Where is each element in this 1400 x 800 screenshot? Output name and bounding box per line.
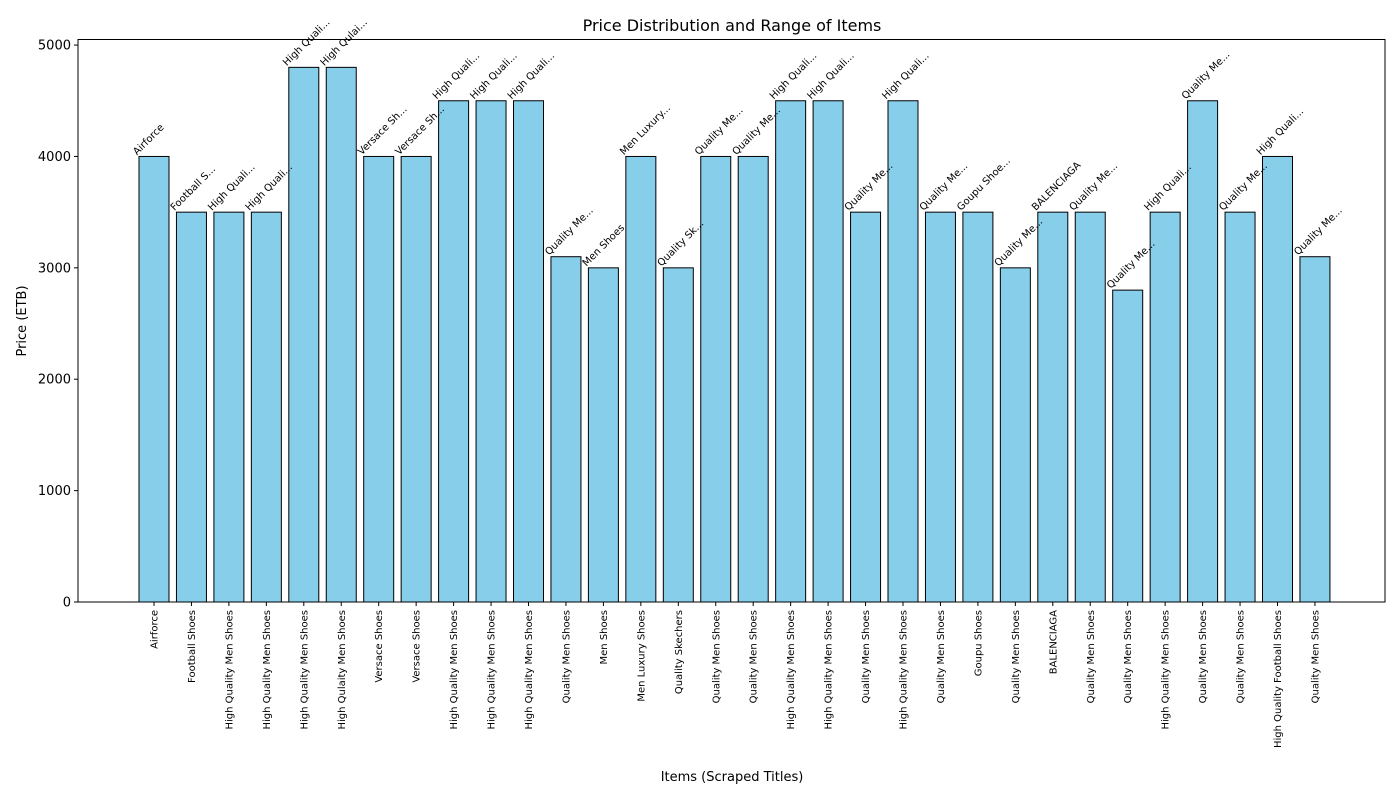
y-tick-label: 3000 — [38, 261, 71, 276]
bar — [213, 211, 245, 603]
bar — [1224, 211, 1256, 603]
bars-layer — [138, 66, 1331, 603]
bar-value-label: Airforce — [131, 122, 166, 157]
plot-frame — [77, 39, 1386, 603]
x-tick-label: High Quality Men Shoes — [224, 610, 235, 730]
bar — [513, 100, 544, 603]
x-tick-label: Versace Shoes — [412, 610, 423, 683]
bar — [1037, 211, 1069, 603]
y-tick-label: 0 — [63, 596, 71, 611]
bar — [850, 211, 882, 603]
x-tick-label: Quality Men Shoes — [749, 610, 760, 703]
bar — [587, 267, 619, 603]
bar — [924, 211, 956, 603]
x-axis: Airforce Football Shoes High Quality Men S… — [150, 602, 1321, 748]
x-tick-label: Quality Men Shoes — [1198, 610, 1209, 703]
x-tick-label: Quality Men Shoes — [1236, 610, 1247, 703]
y-tick-label: 2000 — [38, 373, 71, 388]
bar — [175, 211, 207, 603]
bar — [1187, 100, 1219, 603]
x-tick-label: Football Shoes — [187, 610, 198, 683]
bar — [700, 155, 732, 603]
bar — [363, 155, 395, 603]
y-axis: 0 1000 2000 3000 4000 5000 — [38, 39, 78, 611]
bar — [625, 155, 657, 603]
chart-title: Price Distribution and Range of Items — [583, 16, 882, 35]
bar — [250, 211, 282, 603]
x-tick-label: High Quality Men Shoes — [449, 610, 460, 730]
x-tick-label: Quality Men Shoes — [1123, 610, 1134, 703]
x-tick-label: Quality Men Shoes — [1011, 610, 1022, 703]
bar — [737, 155, 769, 603]
bar — [812, 100, 844, 603]
bar — [550, 256, 582, 603]
x-tick-label: High Quality Men Shoes — [299, 610, 310, 730]
x-tick-label: Quality Men Shoes — [1310, 610, 1321, 703]
x-tick-label: High Quality Men Shoes — [1161, 610, 1172, 730]
bar — [288, 66, 320, 603]
y-tick-label: 4000 — [38, 150, 71, 165]
bar — [475, 100, 507, 603]
x-tick-label: Quality Men Shoes — [561, 610, 572, 703]
x-tick-label: Men Luxury Shoes — [636, 610, 647, 702]
bar-value-label: Men Shoes — [581, 223, 627, 269]
x-tick-label: Quality Men Shoes — [1086, 610, 1097, 703]
bar — [1149, 211, 1181, 603]
bar-value-label: High Quali... — [880, 51, 931, 102]
bar — [887, 100, 919, 603]
bar-value-label: Men Luxury... — [618, 103, 673, 158]
bar-value-label: Quality Sk... — [656, 218, 707, 269]
x-tick-label: Quality Skechers — [674, 610, 685, 694]
bar — [1112, 289, 1144, 603]
bar — [662, 267, 694, 603]
bar-value-label: Quality Me... — [1292, 205, 1344, 257]
x-tick-label: Quality Men Shoes — [936, 610, 947, 703]
bar-value-label: Quality Me... — [543, 205, 595, 257]
bar — [775, 100, 807, 603]
x-tick-label: Airforce — [150, 610, 161, 649]
bar — [138, 155, 170, 603]
x-tick-label: High Quality Men Shoes — [899, 610, 910, 730]
bar — [325, 66, 357, 603]
bar — [1262, 155, 1293, 603]
y-tick-label: 5000 — [38, 39, 71, 54]
bar — [1299, 256, 1331, 603]
x-tick-label: BALENCIAGA — [1048, 610, 1059, 674]
bar-value-label: High Quali... — [1255, 106, 1306, 157]
bar-value-label: High Quali... — [1142, 162, 1193, 213]
x-tick-label: Men Shoes — [599, 610, 610, 664]
x-tick-label: High Quality Men Shoes — [262, 610, 273, 730]
y-tick-label: 1000 — [38, 484, 71, 499]
x-tick-label: High Quality Football Shoes — [1273, 610, 1284, 748]
bar — [438, 100, 470, 603]
y-axis-label: Price (ETB) — [15, 285, 30, 356]
x-tick-label: Goupu Shoes — [973, 610, 984, 676]
bar-value-label: Quality Me... — [1180, 49, 1232, 101]
bar — [962, 211, 994, 603]
x-tick-label: High Quality Men Shoes — [524, 610, 535, 730]
x-tick-label: Quality Men Shoes — [861, 610, 872, 703]
x-tick-label: High Quality Men Shoes — [487, 610, 498, 730]
bar — [1074, 211, 1106, 603]
x-tick-label: High Quality Men Shoes — [786, 610, 797, 730]
x-axis-label: Items (Scraped Titles) — [661, 770, 804, 785]
x-tick-label: High Quality Men Shoes — [824, 610, 835, 730]
x-tick-label: High Qulaity Men Shoes — [337, 610, 348, 730]
bar — [999, 267, 1031, 603]
bar — [400, 155, 432, 603]
x-tick-label: Quality Men Shoes — [711, 610, 722, 703]
x-tick-label: Versace Shoes — [374, 610, 385, 683]
